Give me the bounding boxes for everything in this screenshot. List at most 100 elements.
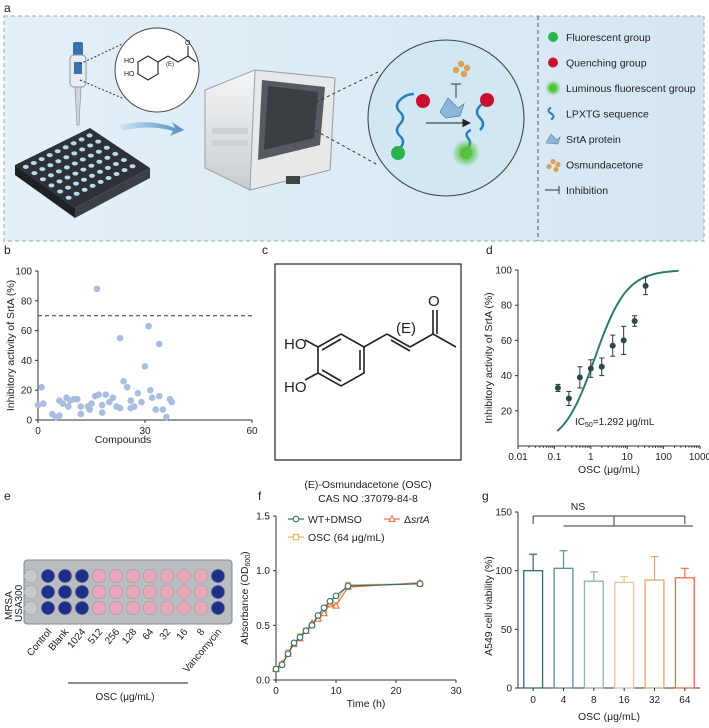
panel-label-f: f [258,489,262,503]
molecule-inset: HO HO (E) O [114,27,200,113]
green-dot-icon [548,32,558,42]
x-axis-label: Compounds [95,434,152,446]
series-line [275,583,421,670]
flow-arrow-icon [120,122,184,136]
legend-label: Luminous fluorescent group [566,83,696,95]
data-point [587,365,594,372]
y-tick-label: 0.0 [256,676,270,687]
y-label-sub: 600 [245,555,252,567]
data-point [284,650,292,658]
chart-f: 0.0 0.5 1.0 1.5 0 10 20 30 WT+DMSO ΔsrtA OSC (64 μ… [239,512,462,711]
plate-well [39,177,46,182]
x-tick-label: 1 [588,452,594,463]
data-point [109,394,117,401]
y-tick-label: 1.0 [256,566,270,577]
plate-well [65,195,72,200]
plate-well [96,159,103,164]
plate-well [89,183,96,188]
plate-well [47,163,54,168]
data-point [155,340,163,348]
y-tick-label: 50 [501,625,513,636]
pink-well [125,600,141,616]
pink-well [159,584,175,600]
x-tick-label: 10 [622,452,634,463]
ic50-subscript: 50 [585,422,593,429]
column-label: 8 [195,627,207,639]
x-tick-label: 60 [246,426,258,437]
blue-well [40,584,56,600]
plate-well [55,159,62,164]
benzene-ring [304,310,457,387]
column-label: 512 [86,627,105,647]
plate-well [71,151,78,156]
data-point [86,406,94,413]
legend-label: ΔsrtA [404,514,430,526]
blue-well [210,600,226,616]
y-tick-label: 0 [26,416,32,427]
data-point [116,404,124,412]
inset-stereo-label: (E) [166,62,174,68]
column-label: 64 [141,627,157,643]
plate-well [57,189,64,194]
pink-well [108,584,124,600]
x-tick-label: 0.1 [547,452,561,463]
blue-well [210,584,226,600]
blue-well [57,584,73,600]
data-point [147,386,154,394]
y-tick-label: 60 [501,336,513,347]
plate-well [87,143,94,148]
x-tick-label: 8 [591,695,597,706]
x-tick-label: 64 [679,695,691,706]
pink-well [176,600,192,616]
plate-well [38,157,45,162]
data-point [155,392,163,400]
pink-well [23,600,39,616]
data-point [631,318,638,325]
pink-well [91,584,107,600]
plate-well [121,168,128,173]
plate-well [71,161,78,166]
y-tick-label: 20 [21,386,33,397]
plate-well [89,173,95,178]
data-point [38,383,45,391]
column-label: 32 [158,627,174,643]
pink-well [23,568,39,584]
bar [553,567,574,689]
plate-well [64,175,71,180]
y-tick-label: 40 [501,371,513,382]
structure-ho-top: HO [284,336,307,353]
plate-well [46,153,53,158]
legend-label: Inhibition [566,185,608,197]
legend-label: OSC (64 μg/mL) [308,532,385,544]
plate-well [112,162,119,166]
y-tick-label: 100 [495,566,512,577]
x-axis-label: OSC (μg/mL) [578,711,640,723]
inset-ho-2: HO [124,71,135,78]
plate-well [39,167,46,172]
glow-core [549,84,557,92]
plate-well [65,185,72,190]
plate-well [95,139,102,144]
plate-well [63,155,70,160]
data-point [168,398,176,406]
y-tick-label: 80 [21,296,33,307]
data-point [116,334,124,342]
y-tick-label: 100 [495,266,512,277]
y-tick-label: 20 [501,406,513,417]
pink-well [108,568,124,584]
structure-o-label: O [428,293,440,310]
legend-a: Fluorescent group Quenching group Luminous… [545,32,696,197]
data-point [272,665,280,673]
pink-well [91,600,107,616]
pink-well [193,568,209,584]
legend-label: LPXTG sequence [566,109,649,121]
plate-well [22,164,29,169]
data-point [65,403,72,410]
plate-well [103,145,110,150]
chart-g: 0 50 100 150 0 4 8 16 32 64 NS OSC (μg/mL) A549 cell… [483,501,700,723]
plate-well [104,155,111,160]
data-point [40,400,47,407]
y-tick-label: 0 [506,684,512,695]
red-dot-icon [548,57,558,68]
data-point [77,403,85,410]
